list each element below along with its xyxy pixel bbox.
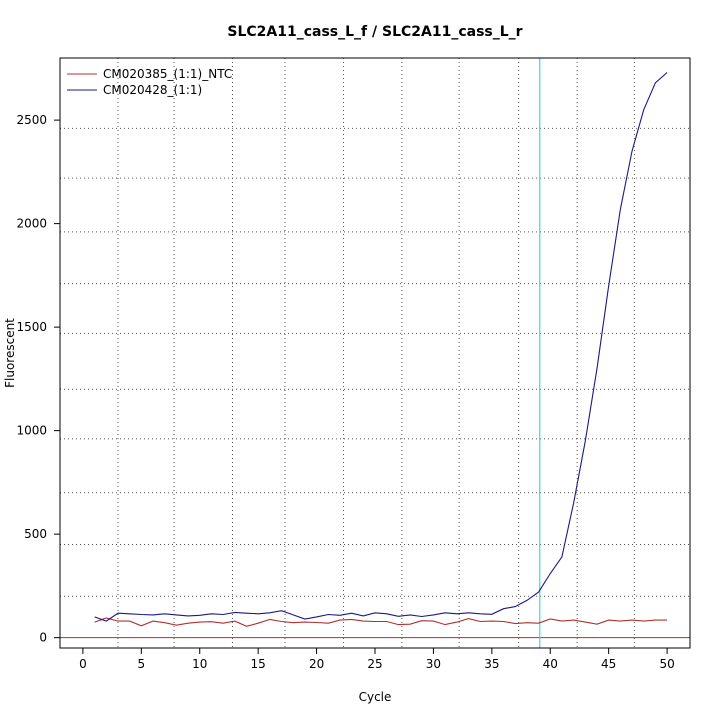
x-axis: 0 5 10 15 20 25 30 35 40 45 50 <box>79 647 675 671</box>
y-tick-label: 0 <box>39 631 47 645</box>
x-tick-label: 20 <box>309 657 324 671</box>
x-tick-label: 0 <box>79 657 87 671</box>
x-tick-label: 40 <box>543 657 558 671</box>
grid-lines <box>60 58 690 648</box>
series-line-1 <box>94 617 668 627</box>
y-tick-label: 2500 <box>16 113 47 127</box>
x-tick-label: 15 <box>251 657 266 671</box>
y-tick-label: 2000 <box>16 217 47 231</box>
x-axis-title: Cycle <box>359 690 392 704</box>
x-tick-label: 25 <box>367 657 382 671</box>
x-tick-label: 35 <box>484 657 499 671</box>
legend: CM020385_(1:1)_NTC CM020428_(1:1) <box>67 67 232 97</box>
x-tick-label: 5 <box>138 657 146 671</box>
x-tick-label: 50 <box>659 657 674 671</box>
plot-frame <box>59 57 691 649</box>
y-tick-label: 1500 <box>16 320 47 334</box>
x-tick-label: 45 <box>601 657 616 671</box>
series-line-2 <box>94 72 668 622</box>
legend-label-1: CM020385_(1:1)_NTC <box>103 67 232 81</box>
series-lines <box>94 72 668 627</box>
y-tick-label: 1000 <box>16 424 47 438</box>
x-tick-label: 30 <box>426 657 441 671</box>
y-tick-label: 500 <box>24 527 47 541</box>
chart-title: SLC2A11_cass_L_f / SLC2A11_cass_L_r <box>227 24 522 40</box>
legend-label-2: CM020428_(1:1) <box>103 83 202 97</box>
y-axis-title: Fluorescent <box>3 318 17 388</box>
y-axis: 0 500 1000 1500 2000 2500 <box>16 113 61 645</box>
x-tick-label: 10 <box>192 657 207 671</box>
